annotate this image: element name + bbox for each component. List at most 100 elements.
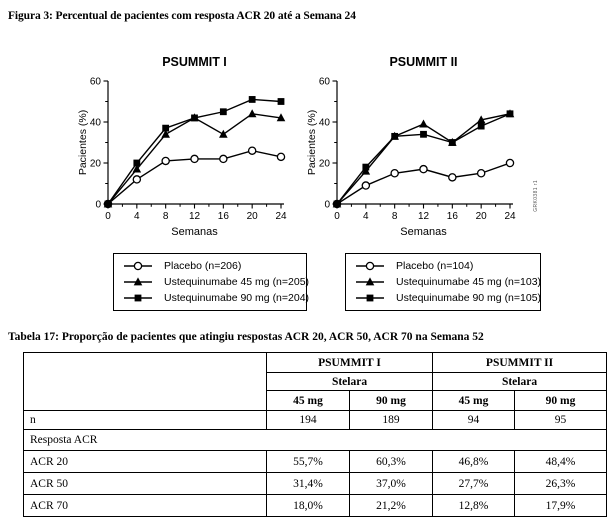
psummit-1-chart: PSUMMIT I 0 20 40 60 0 4 8 12 16 20 24 Semanas Pacien…	[77, 55, 287, 238]
y-tick-label: 60	[90, 77, 102, 88]
dose-header: 90 mg	[514, 390, 608, 411]
y-tick-label: 60	[319, 77, 331, 88]
legend-item: Ustequinumabe 90 mg (n=105)	[356, 290, 541, 306]
square-filled-marker-icon	[162, 124, 170, 132]
legend-label: Ustequinumabe 45 mg (n=103)	[396, 276, 542, 288]
table-row: ACR 70 18,0% 21,2% 12,8% 17,9%	[23, 494, 608, 517]
square-filled-marker-icon	[506, 110, 514, 118]
empty-header-cell	[23, 352, 267, 411]
legend-marker	[356, 261, 384, 271]
x-axis-label: Semanas	[171, 226, 218, 238]
legend-label: Ustequinumabe 90 mg (n=204)	[164, 292, 310, 304]
x-tick-label: 4	[134, 211, 140, 222]
dose-header: 90 mg	[348, 390, 434, 411]
circle-open-marker-icon	[132, 175, 142, 184]
circle-open-marker-icon	[247, 146, 257, 155]
square-filled-marker-icon	[448, 139, 456, 146]
y-tick-label: 0	[95, 200, 101, 211]
table-cell: 26,3%	[514, 472, 608, 495]
triangle-filled-marker-icon	[361, 166, 371, 175]
table-cell: 31,4%	[266, 472, 350, 495]
square-filled-marker-icon	[366, 294, 374, 302]
subgroup-header-stelara-2: Stelara	[432, 372, 608, 391]
circle-open-marker-icon	[361, 181, 371, 190]
x-tick-label: 0	[105, 211, 111, 222]
y-axis-label: Pacientes (%)	[306, 110, 318, 175]
row-label-n: n	[23, 410, 267, 430]
square-filled-marker-icon	[134, 294, 142, 302]
table-row: Stelara Stelara	[24, 372, 608, 391]
square-filled-marker-icon	[133, 159, 141, 167]
triangle-filled-marker-icon	[219, 129, 228, 138]
table-cell: 60,3%	[348, 450, 434, 473]
psummit-2-chart: PSUMMIT II 0 20 40 60 0 4 8 12 16 20 24 Semanas Pacie…	[306, 55, 516, 238]
column-group-psummit2: PSUMMIT II	[432, 352, 608, 373]
legend-marker	[356, 294, 384, 302]
table-cell: 18,0%	[266, 494, 350, 517]
table-cell: 21,2%	[348, 494, 434, 517]
figure-code: GRK0381 r1	[533, 180, 539, 212]
circle-open-marker-icon	[365, 261, 375, 271]
table-caption: Tabela 17: Proporção de pacientes que at…	[8, 331, 484, 343]
legend-label: Placebo (n=104)	[396, 260, 474, 272]
circle-open-marker-icon	[448, 173, 457, 182]
legend-label: Ustequinumabe 45 mg (n=205)	[164, 276, 310, 288]
legend-label: Placebo (n=206)	[164, 260, 242, 272]
circle-open-marker-icon	[505, 158, 515, 168]
triangle-filled-marker-icon	[476, 115, 486, 124]
y-tick-label: 40	[90, 118, 102, 129]
legend-item: Ustequinumabe 45 mg (n=205)	[124, 274, 309, 290]
circle-open-marker-icon	[161, 156, 170, 166]
circle-open-marker-icon	[190, 154, 199, 164]
square-filled-marker-icon	[477, 122, 485, 130]
triangle-filled-marker-icon	[365, 277, 375, 286]
chart-title: PSUMMIT I	[162, 55, 227, 69]
table-cell: 37,0%	[348, 472, 434, 495]
table-cell: 12,8%	[432, 494, 516, 517]
legend-marker	[356, 277, 384, 286]
legend-item: Ustequinumabe 90 mg (n=204)	[124, 290, 309, 306]
circle-open-marker-icon	[390, 169, 399, 178]
x-axis-label: Semanas	[400, 226, 447, 238]
column-group-psummit1: PSUMMIT I	[265, 352, 434, 373]
table-cell: 27,7%	[432, 472, 516, 495]
table-cell: 55,7%	[266, 450, 350, 473]
y-tick-label: 20	[90, 159, 102, 170]
row-label-acr50: ACR 50	[23, 472, 267, 495]
psummit-1-legend: Placebo (n=206) Ustequinumabe 45 mg (n=20…	[113, 253, 309, 311]
triangle-filled-marker-icon	[133, 277, 143, 286]
square-filled-marker-icon	[248, 96, 256, 103]
circle-open-marker-icon	[476, 169, 486, 178]
y-tick-label: 40	[319, 118, 331, 129]
square-filled-marker-icon	[191, 114, 198, 122]
y-axis-label: Pacientes (%)	[77, 110, 89, 175]
square-filled-marker-icon	[362, 163, 370, 171]
square-filled-marker-icon	[391, 132, 399, 140]
table-row: ACR 50 31,4% 37,0% 27,7% 26,3%	[23, 472, 608, 495]
x-tick-label: 16	[447, 211, 459, 222]
triangle-filled-marker-icon	[276, 113, 286, 122]
table-cell: 95	[514, 410, 608, 430]
y-tick-label: 0	[324, 200, 330, 211]
circle-open-marker-icon	[276, 152, 286, 162]
row-label-acr20: ACR 20	[23, 450, 267, 473]
figure-caption: Figura 3: Percentual de pacientes com re…	[8, 10, 356, 22]
dose-header: 45 mg	[432, 390, 516, 411]
table-cell: 46,8%	[432, 450, 516, 473]
square-filled-marker-icon	[277, 98, 285, 105]
triangle-filled-marker-icon	[132, 164, 142, 173]
table-cell: 48,4%	[514, 450, 608, 473]
square-filled-marker-icon	[104, 200, 112, 208]
table-row: PSUMMIT I PSUMMIT II	[23, 352, 608, 411]
y-tick-label: 20	[319, 159, 331, 170]
x-tick-label: 8	[392, 211, 398, 222]
x-tick-label: 12	[189, 211, 201, 222]
x-tick-label: 8	[163, 211, 169, 222]
legend-marker	[124, 277, 152, 286]
legend-item: Placebo (n=104)	[356, 258, 536, 274]
x-tick-label: 4	[363, 211, 369, 222]
acr-response-table: PSUMMIT I PSUMMIT II Stelara Stelara 45 …	[22, 352, 608, 517]
table-cell: 194	[266, 410, 350, 430]
x-tick-label: 24	[504, 211, 516, 222]
row-label-acr70: ACR 70	[23, 494, 267, 517]
